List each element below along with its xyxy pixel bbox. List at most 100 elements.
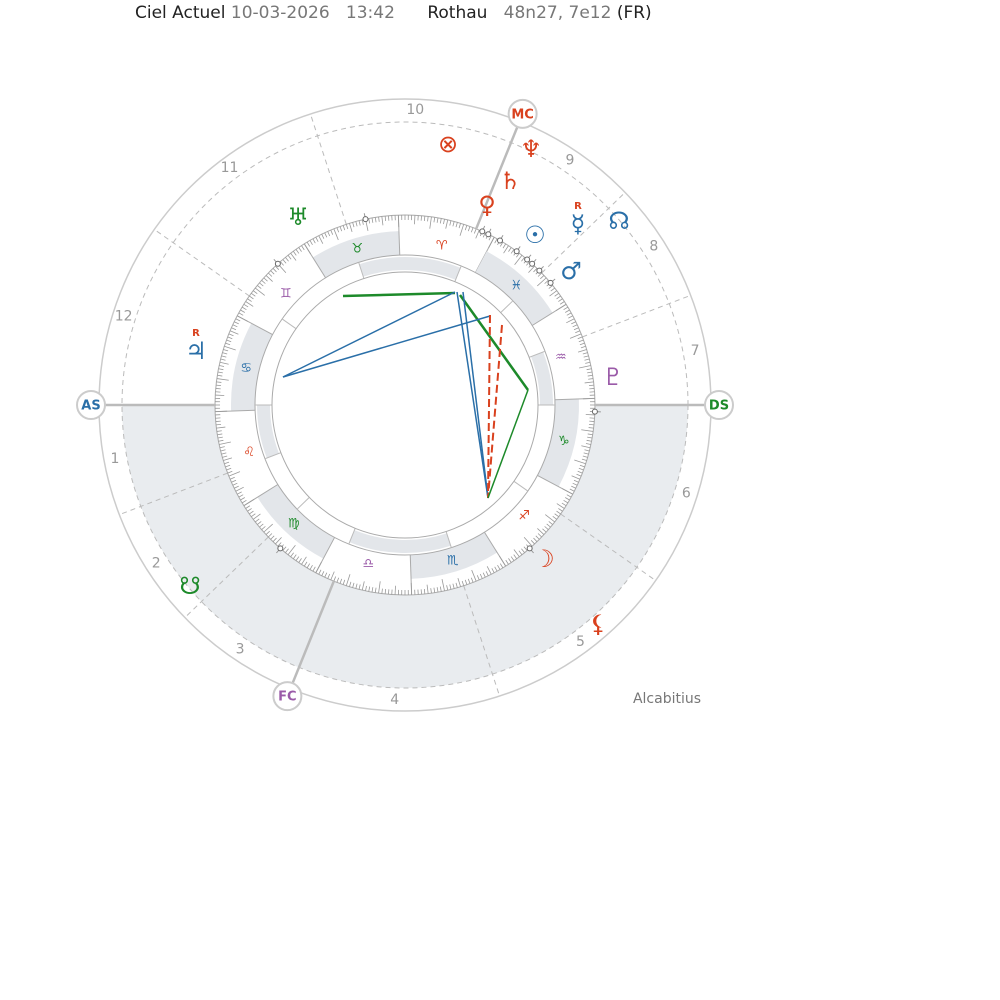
degree-tick xyxy=(270,270,275,275)
degree-tick xyxy=(227,336,233,340)
house-number: 6 xyxy=(682,486,691,502)
degree-tick xyxy=(505,559,509,565)
degree-tick xyxy=(558,508,563,512)
degree-tick xyxy=(234,485,239,489)
degree-tick xyxy=(449,220,452,226)
house-band-shade xyxy=(257,405,279,459)
degree-tick xyxy=(226,339,232,343)
degree-tick xyxy=(309,240,313,245)
degree-tick xyxy=(327,231,331,237)
degree-tick xyxy=(554,292,559,297)
degree-tick xyxy=(486,566,492,575)
degree-tick xyxy=(571,485,576,489)
degree-tick xyxy=(222,455,228,458)
degree-tick xyxy=(330,229,334,235)
degree-tick xyxy=(268,533,273,538)
degree-tick xyxy=(587,374,593,377)
degree-tick xyxy=(237,491,242,495)
sign-glyph: ♎ xyxy=(363,556,375,571)
axis-badge xyxy=(507,98,538,129)
degree-tick xyxy=(249,295,254,300)
planet-marker xyxy=(274,260,281,267)
degree-tick xyxy=(263,523,273,533)
degree-tick xyxy=(436,217,439,223)
degree-tick xyxy=(430,588,432,594)
degree-tick xyxy=(280,261,284,266)
degree-tick xyxy=(321,571,325,576)
degree-tick xyxy=(374,587,377,593)
degree-tick xyxy=(583,355,589,358)
house-band-line xyxy=(264,452,282,460)
planet-glyph: ♅ xyxy=(287,203,309,231)
degree-tick xyxy=(554,513,559,518)
aspect-line xyxy=(282,315,491,378)
planet-glyph: ⊗ xyxy=(438,130,458,158)
degree-tick xyxy=(548,285,553,289)
degree-tick xyxy=(298,558,302,563)
aspect-line xyxy=(458,294,530,391)
degree-tick xyxy=(518,550,523,555)
degree-tick xyxy=(349,223,353,233)
degree-tick xyxy=(455,582,458,588)
degree-tick xyxy=(295,556,300,561)
degree-tick xyxy=(259,523,264,528)
degree-tick xyxy=(381,216,384,226)
degree-tick xyxy=(488,235,492,241)
degree-tick xyxy=(464,225,468,231)
sign-glyph: ♏ xyxy=(447,553,459,568)
sign-glyph: ♈ xyxy=(436,239,448,254)
degree-tick xyxy=(521,548,525,553)
planet-marker xyxy=(547,279,554,286)
degree-tick xyxy=(371,217,374,223)
degree-tick xyxy=(339,226,343,232)
degree-tick xyxy=(228,471,241,477)
degree-tick xyxy=(301,245,305,251)
degree-tick xyxy=(318,235,324,244)
degree-tick xyxy=(544,280,549,284)
degree-tick xyxy=(371,587,374,593)
degree-tick xyxy=(220,449,226,452)
degree-tick xyxy=(219,446,225,449)
degree-tick xyxy=(247,508,252,512)
degree-tick xyxy=(224,345,236,351)
degree-tick xyxy=(556,295,561,300)
house-system: Alcabitius xyxy=(633,691,701,707)
degree-tick xyxy=(566,312,572,316)
degree-tick xyxy=(521,257,525,262)
degree-tick xyxy=(467,578,471,584)
degree-tick xyxy=(582,455,588,458)
axis-line xyxy=(289,580,335,690)
degree-tick xyxy=(282,546,287,551)
degree-tick xyxy=(221,452,227,455)
degree-tick xyxy=(259,282,264,287)
degree-tick xyxy=(494,566,498,572)
axis-label: MC xyxy=(511,107,533,122)
degree-tick xyxy=(513,549,520,557)
degree-tick xyxy=(499,241,504,247)
degree-tick xyxy=(581,445,591,449)
degree-tick xyxy=(225,464,231,468)
house-band-line xyxy=(513,480,529,492)
planet-marker xyxy=(591,408,598,415)
degree-tick xyxy=(542,528,547,533)
title: Ciel Actuel xyxy=(135,3,226,23)
sign-glyph: ♌ xyxy=(243,445,255,460)
degree-tick xyxy=(577,470,583,474)
degree-tick xyxy=(333,228,339,241)
degree-tick xyxy=(482,232,486,238)
sign-glyph: ♋ xyxy=(240,361,252,376)
degree-tick xyxy=(368,218,371,224)
degree-tick xyxy=(243,303,249,308)
degree-tick xyxy=(467,226,471,232)
degree-tick xyxy=(571,321,576,325)
degree-tick xyxy=(459,224,465,236)
axis-badge xyxy=(76,390,106,420)
degree-tick xyxy=(235,486,244,492)
degree-tick xyxy=(559,301,565,305)
degree-tick xyxy=(563,499,569,504)
degree-tick xyxy=(523,546,528,551)
degree-tick xyxy=(537,533,542,538)
degree-tick xyxy=(586,439,592,442)
degree-tick xyxy=(558,298,563,302)
house-number: 5 xyxy=(576,634,585,650)
